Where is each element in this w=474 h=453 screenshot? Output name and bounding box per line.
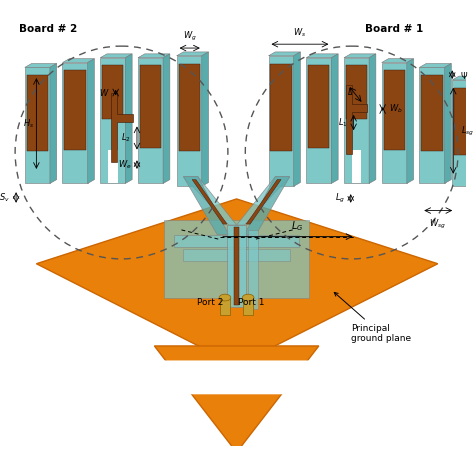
Polygon shape [108,149,118,183]
Polygon shape [407,59,414,183]
Text: Port 1: Port 1 [238,299,264,307]
Text: $L_g$: $L_g$ [335,193,345,206]
Polygon shape [63,63,88,183]
Polygon shape [452,76,474,80]
Polygon shape [294,52,301,186]
Text: $W_e$: $W_e$ [118,159,131,171]
Polygon shape [346,85,367,154]
Text: $\Psi$: $\Psi$ [460,70,468,81]
Polygon shape [454,88,474,155]
Text: Board # 1: Board # 1 [365,24,423,34]
Polygon shape [248,230,258,309]
Polygon shape [36,199,438,365]
Text: Board # 2: Board # 2 [19,24,77,34]
Polygon shape [177,52,209,56]
Text: $W_g$: $W_g$ [183,30,197,43]
Polygon shape [138,54,170,58]
Polygon shape [27,75,48,150]
Polygon shape [50,63,57,183]
Polygon shape [138,58,163,183]
Polygon shape [369,54,376,183]
Polygon shape [306,54,338,58]
Polygon shape [246,179,281,224]
Bar [243,298,253,315]
Polygon shape [452,80,474,186]
Polygon shape [421,75,443,150]
Text: Port 2: Port 2 [197,299,224,307]
Polygon shape [163,54,170,183]
Polygon shape [183,177,229,235]
Polygon shape [155,346,319,453]
Polygon shape [88,59,94,183]
Polygon shape [344,54,376,58]
Polygon shape [100,58,125,183]
Polygon shape [227,225,246,307]
Polygon shape [344,58,369,183]
Polygon shape [268,52,301,56]
Polygon shape [268,56,294,186]
Polygon shape [25,63,57,67]
Polygon shape [125,54,132,183]
Polygon shape [100,54,132,58]
Polygon shape [64,70,86,149]
Text: $W_b$: $W_b$ [390,103,403,115]
Polygon shape [192,179,227,224]
Polygon shape [352,149,361,183]
Polygon shape [183,177,237,225]
Polygon shape [183,249,290,261]
Text: $L_G$: $L_G$ [292,219,304,233]
Bar [220,298,230,315]
Polygon shape [234,227,239,305]
Text: $W$: $W$ [100,87,110,98]
Polygon shape [164,220,309,298]
Polygon shape [149,361,324,394]
Polygon shape [331,54,338,183]
Polygon shape [202,52,209,186]
Polygon shape [63,59,94,63]
Polygon shape [308,66,329,148]
Polygon shape [179,63,200,150]
Polygon shape [306,58,331,183]
Polygon shape [271,63,292,150]
Text: $L_2$: $L_2$ [121,132,131,144]
Polygon shape [25,67,50,183]
Polygon shape [419,63,451,67]
Polygon shape [419,67,445,183]
Polygon shape [140,66,161,148]
Text: $L$: $L$ [347,86,354,97]
Polygon shape [102,66,123,119]
Polygon shape [177,56,202,186]
Polygon shape [237,177,290,225]
Polygon shape [174,235,300,247]
Ellipse shape [219,294,231,301]
Text: Principal
ground plane: Principal ground plane [334,292,411,343]
Polygon shape [382,63,407,183]
Text: $L_1$: $L_1$ [338,116,348,129]
Text: $S_v$: $S_v$ [0,192,10,204]
Polygon shape [111,92,133,162]
Text: $W_s$: $W_s$ [293,27,306,39]
Text: $L_{sg}$: $L_{sg}$ [461,125,474,138]
Text: $W_{sg}$: $W_{sg}$ [429,218,446,231]
Polygon shape [244,177,290,235]
Polygon shape [445,63,451,183]
Polygon shape [346,66,367,119]
Text: $H_s$: $H_s$ [23,117,34,130]
Polygon shape [383,70,405,149]
Polygon shape [382,59,414,63]
Ellipse shape [242,294,254,301]
